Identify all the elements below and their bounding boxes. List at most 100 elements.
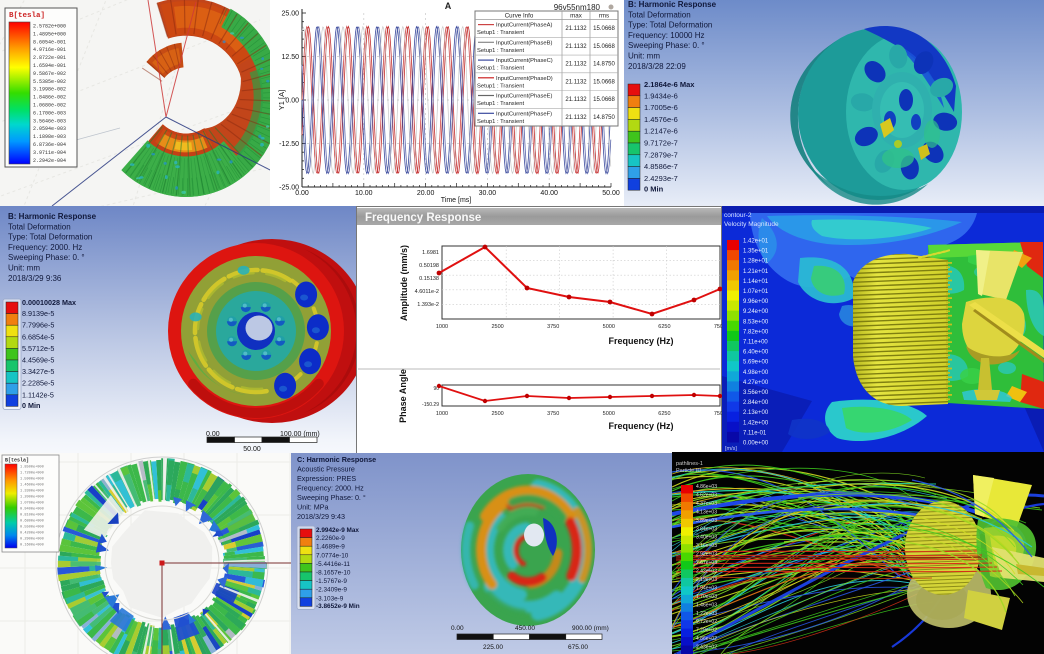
svg-text:14.8750: 14.8750 [593, 115, 615, 121]
svg-text:2.0594e-003: 2.0594e-003 [33, 126, 66, 132]
svg-text:7.29e+02: 7.29e+02 [696, 628, 717, 634]
svg-text:15.0668: 15.0668 [593, 26, 615, 32]
svg-text:21.1132: 21.1132 [565, 26, 587, 32]
svg-text:5.69e+00: 5.69e+00 [743, 360, 769, 366]
svg-text:1.6594e-001: 1.6594e-001 [33, 63, 66, 69]
svg-text:50.00: 50.00 [602, 190, 620, 197]
svg-text:2018/3/29 9:36: 2018/3/29 9:36 [8, 274, 62, 283]
svg-text:Phase Angle: Phase Angle [398, 369, 408, 423]
svg-text:2.84e+00: 2.84e+00 [743, 400, 769, 406]
svg-text:pathlines-1: pathlines-1 [676, 461, 703, 467]
svg-text:4.62e+03: 4.62e+03 [696, 492, 717, 498]
svg-text:0.15138: 0.15138 [419, 276, 439, 282]
svg-text:1.42e+00: 1.42e+00 [743, 420, 769, 426]
svg-text:450.00: 450.00 [515, 625, 535, 632]
svg-text:0.1600e+000: 0.1600e+000 [20, 544, 44, 548]
svg-text:5.5385e-002: 5.5385e-002 [33, 79, 66, 85]
svg-text:21.1132: 21.1132 [565, 115, 587, 121]
svg-text:15.0668: 15.0668 [593, 97, 615, 103]
svg-text:1.70e+03: 1.70e+03 [696, 594, 717, 600]
svg-text:21.1132: 21.1132 [565, 62, 587, 68]
svg-text:Curve Info: Curve Info [505, 13, 534, 20]
svg-text:6.40e+00: 6.40e+00 [743, 350, 769, 356]
svg-text:InputCurrent(PhaseD): InputCurrent(PhaseD) [496, 76, 553, 82]
svg-text:Particle ID: Particle ID [676, 468, 701, 474]
svg-text:1.1142e-5: 1.1142e-5 [22, 390, 54, 399]
svg-text:6250: 6250 [658, 324, 670, 330]
svg-text:0.00: 0.00 [206, 431, 220, 438]
svg-text:6.8736e-004: 6.8736e-004 [33, 142, 66, 148]
svg-text:3.64e+03: 3.64e+03 [696, 526, 717, 532]
svg-text:Acoustic Pressure: Acoustic Pressure [297, 465, 355, 474]
svg-text:5.5712e-5: 5.5712e-5 [22, 344, 54, 353]
svg-text:8.9139e-5: 8.9139e-5 [22, 309, 54, 318]
svg-text:1000: 1000 [436, 324, 448, 330]
svg-text:0.8100e+000: 0.8100e+000 [20, 514, 44, 518]
svg-text:1.46e+03: 1.46e+03 [696, 602, 717, 608]
svg-text:3.9711e-004: 3.9711e-004 [33, 150, 66, 156]
svg-text:Setup1 : Transient: Setup1 : Transient [477, 48, 524, 54]
svg-text:0.50198: 0.50198 [419, 263, 439, 269]
svg-text:B: Harmonic Response: B: Harmonic Response [628, 0, 717, 9]
svg-text:90: 90 [433, 386, 439, 392]
svg-text:7500: 7500 [714, 324, 722, 330]
svg-text:2.2260e-9: 2.2260e-9 [316, 535, 345, 542]
svg-text:1.21e+01: 1.21e+01 [743, 269, 769, 275]
svg-text:10.00: 10.00 [355, 190, 373, 197]
svg-text:4.37e+03: 4.37e+03 [696, 501, 717, 507]
svg-text:2.2942e-004: 2.2942e-004 [33, 158, 66, 164]
svg-text:0.6800e+000: 0.6800e+000 [20, 520, 44, 524]
svg-text:9.24e+00: 9.24e+00 [743, 309, 769, 315]
svg-text:5000: 5000 [603, 411, 615, 417]
svg-text:Time [ms]: Time [ms] [441, 197, 472, 204]
svg-text:9.5867e-002: 9.5867e-002 [33, 71, 66, 77]
svg-text:15.0668: 15.0668 [593, 44, 615, 50]
svg-text:InputCurrent(PhaseE): InputCurrent(PhaseE) [496, 94, 552, 100]
svg-text:1.393e-2: 1.393e-2 [417, 302, 439, 308]
svg-text:max: max [570, 13, 583, 20]
svg-text:30.00: 30.00 [479, 190, 497, 197]
svg-text:6.1700e-003: 6.1700e-003 [33, 110, 66, 116]
svg-text:Frequency (Hz): Frequency (Hz) [608, 336, 673, 346]
svg-text:Expression: PRES: Expression: PRES [297, 474, 356, 483]
svg-text:225.00: 225.00 [483, 644, 503, 651]
svg-text:Total Deformation: Total Deformation [628, 10, 691, 19]
svg-text:1.2147e-6: 1.2147e-6 [644, 127, 678, 136]
svg-text:Unit: mm: Unit: mm [8, 264, 40, 273]
svg-text:9.96e+00: 9.96e+00 [743, 299, 769, 305]
svg-text:Type: Total Deformation: Type: Total Deformation [8, 233, 92, 242]
svg-text:1000: 1000 [436, 411, 448, 417]
svg-text:-8.1657e-10: -8.1657e-10 [316, 570, 351, 577]
svg-text:1.35e+01: 1.35e+01 [743, 249, 769, 255]
svg-text:-3.8652e-9 Min: -3.8652e-9 Min [316, 603, 360, 610]
svg-text:1.22e+03: 1.22e+03 [696, 611, 717, 617]
svg-text:2018/3/28 22:09: 2018/3/28 22:09 [628, 62, 686, 71]
svg-text:40.00: 40.00 [540, 190, 558, 197]
svg-text:4.86e+02: 4.86e+02 [696, 636, 717, 642]
svg-text:InputCurrent(PhaseA): InputCurrent(PhaseA) [496, 23, 552, 29]
svg-text:Sweeping Phase: 0. °: Sweeping Phase: 0. ° [8, 253, 85, 262]
svg-text:8.6054e-001: 8.6054e-001 [33, 39, 66, 45]
svg-text:4.13e+03: 4.13e+03 [696, 509, 717, 515]
svg-text:1.8500e+000: 1.8500e+000 [20, 466, 44, 470]
svg-text:96v55nm180: 96v55nm180 [554, 3, 601, 12]
svg-text:0.2900e+000: 0.2900e+000 [20, 538, 44, 542]
svg-text:-25.00: -25.00 [279, 185, 299, 192]
svg-text:Type: Total Deformation: Type: Total Deformation [628, 21, 712, 30]
svg-text:[m/s]: [m/s] [725, 446, 737, 452]
svg-text:0.00: 0.00 [295, 190, 309, 197]
svg-text:2.43e+02: 2.43e+02 [696, 645, 717, 651]
svg-text:Setup1 : Transient: Setup1 : Transient [477, 101, 524, 107]
svg-text:1.3300e+000: 1.3300e+000 [20, 490, 44, 494]
svg-text:4.27e+00: 4.27e+00 [743, 380, 769, 386]
svg-text:21.1132: 21.1132 [565, 97, 587, 103]
svg-text:B: Harmonic Response: B: Harmonic Response [8, 212, 97, 221]
svg-text:3750: 3750 [547, 411, 559, 417]
svg-text:0.00: 0.00 [451, 625, 464, 632]
svg-text:Frequency: 10000 Hz: Frequency: 10000 Hz [628, 31, 705, 40]
svg-text:1.2000e+000: 1.2000e+000 [20, 496, 44, 500]
svg-text:1.94e+03: 1.94e+03 [696, 585, 717, 591]
svg-text:9.7172e-7: 9.7172e-7 [644, 139, 678, 148]
svg-text:Y1 [A]: Y1 [A] [277, 90, 286, 110]
svg-text:4.9716e-001: 4.9716e-001 [33, 47, 66, 53]
